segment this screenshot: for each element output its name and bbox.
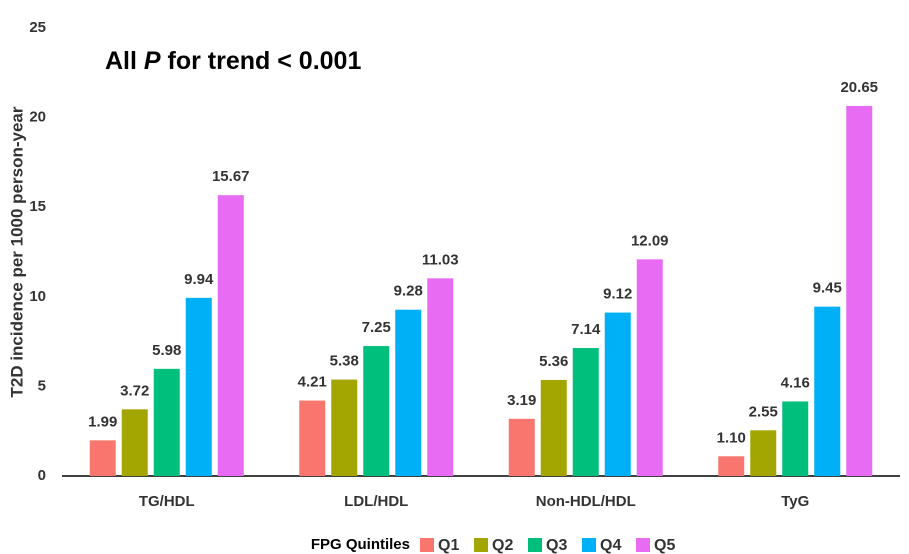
bar (185, 297, 212, 476)
bar (89, 440, 116, 476)
data-label: 4.21 (298, 374, 327, 391)
y-tick-label: 0 (38, 467, 46, 484)
bar (782, 401, 809, 476)
x-tick-label: Non-HDL/HDL (536, 493, 636, 510)
bar (395, 309, 422, 476)
bar (121, 409, 148, 476)
legend-label: Q2 (492, 537, 513, 554)
legend-swatch (474, 538, 488, 552)
data-label: 3.19 (507, 392, 536, 409)
y-tick-label: 15 (29, 198, 46, 215)
data-label: 1.10 (717, 429, 746, 446)
annotation-text: P (144, 47, 161, 75)
x-tick-label: TyG (781, 493, 809, 510)
bar (508, 418, 535, 476)
data-label: 2.55 (749, 403, 778, 420)
bar (814, 306, 841, 476)
bar (427, 278, 454, 476)
data-label: 15.67 (212, 168, 250, 185)
data-label: 4.16 (781, 374, 810, 391)
annotation-text: All (105, 47, 144, 75)
bar (846, 105, 873, 477)
legend-swatch (528, 538, 542, 552)
legend-swatch (636, 538, 650, 552)
data-label: 7.25 (362, 319, 391, 336)
data-label: 1.99 (88, 413, 117, 430)
data-label: 5.38 (330, 353, 359, 370)
bar (153, 368, 180, 476)
bar (217, 195, 244, 476)
y-tick-label: 20 (29, 109, 46, 126)
data-label: 11.03 (422, 251, 459, 268)
bar (604, 312, 631, 476)
legend-title: FPG Quintiles (311, 536, 410, 553)
data-label: 12.09 (631, 232, 669, 249)
bar (636, 259, 663, 476)
y-tick-label: 10 (29, 288, 46, 305)
data-label: 7.14 (571, 321, 601, 338)
data-label: 9.28 (394, 283, 423, 300)
legend-label: Q5 (654, 537, 675, 554)
legend-label: Q4 (600, 537, 621, 554)
bar (363, 346, 390, 476)
legend-label: Q3 (546, 537, 567, 554)
legend-swatch (582, 538, 596, 552)
x-tick-label: LDL/HDL (344, 493, 408, 510)
y-tick-label: 25 (29, 19, 46, 36)
bar (572, 348, 599, 476)
bar (750, 430, 777, 476)
data-label: 20.65 (840, 79, 878, 96)
data-label: 3.72 (120, 382, 149, 399)
bar (718, 456, 745, 476)
bar (540, 379, 567, 476)
data-label: 9.45 (813, 280, 842, 297)
legend-label: Q1 (438, 537, 459, 554)
data-label: 9.12 (603, 286, 632, 303)
annotation-text: for trend < 0.001 (161, 47, 362, 75)
bar (331, 379, 358, 476)
bar (299, 400, 326, 476)
data-label: 5.98 (152, 342, 181, 359)
data-label: 9.94 (184, 271, 214, 288)
x-tick-label: TG/HDL (139, 493, 195, 510)
annotation: All P for trend < 0.001 (105, 47, 361, 75)
data-label: 5.36 (539, 353, 568, 370)
y-axis-label: T2D incidence per 1000 person-year (7, 106, 26, 397)
legend-swatch (420, 538, 434, 552)
y-tick-label: 5 (38, 377, 46, 394)
